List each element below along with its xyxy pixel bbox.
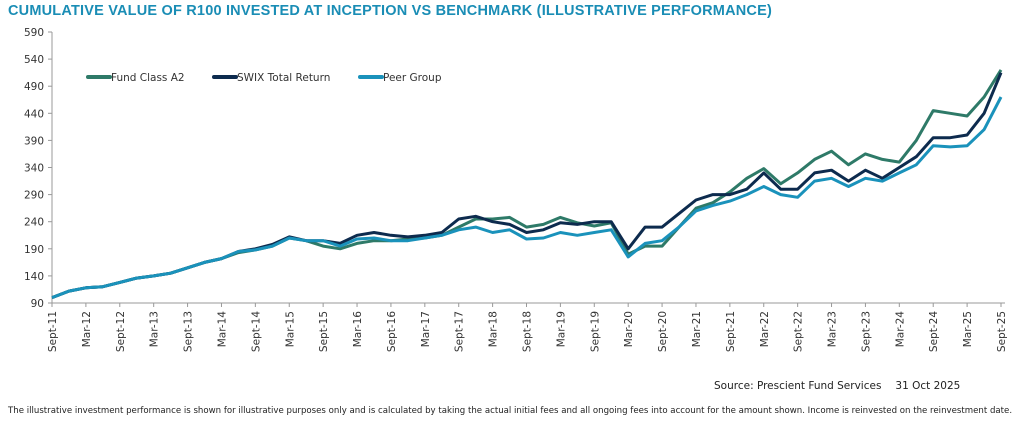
source-note: Source: Prescient Fund Services 31 Oct 20…	[714, 380, 960, 392]
x-tick-label: Mar-22	[759, 311, 771, 347]
x-tick-label: Sept-25	[996, 311, 1008, 352]
x-tick-label: Sept-13	[183, 311, 195, 352]
series-line-peer-group	[51, 96, 1003, 300]
x-tick-label: Mar-17	[420, 311, 432, 347]
x-tick-label: Mar-20	[623, 311, 635, 347]
y-tick-label: 490	[24, 81, 44, 93]
y-tick-label: 290	[24, 190, 44, 202]
x-tick-label: Mar-25	[962, 311, 974, 347]
legend-label: Fund Class A2	[111, 72, 185, 84]
y-tick-label: 540	[24, 54, 44, 66]
series-line-fund-class-a2	[51, 69, 1003, 300]
source-text: Source: Prescient Fund Services	[714, 380, 882, 392]
x-tick-label: Mar-23	[827, 311, 839, 347]
x-tick-label: Sept-17	[454, 311, 466, 352]
y-tick-label: 590	[24, 27, 44, 39]
x-tick-label: Mar-24	[894, 311, 906, 348]
legend-label: Peer Group	[383, 72, 442, 84]
y-tick-label: 340	[24, 163, 44, 175]
chart-title: CUMULATIVE VALUE OF R100 INVESTED AT INC…	[8, 3, 772, 19]
y-tick-label: 240	[24, 217, 44, 229]
x-tick-label: Mar-15	[284, 311, 296, 347]
x-tick-label: Sept-12	[115, 311, 127, 352]
x-tick-label: Sept-23	[860, 311, 872, 352]
series-line-swix-total-return	[51, 72, 1003, 300]
x-tick-label: Sept-14	[250, 311, 262, 352]
x-tick-label: Sept-16	[386, 311, 398, 352]
x-tick-label: Sept-19	[589, 311, 601, 352]
x-tick-label: Mar-13	[149, 311, 161, 347]
x-tick-label: Mar-12	[81, 311, 93, 347]
x-tick-label: Mar-18	[488, 311, 500, 347]
line-chart: 90 140 190 240 290 340 390 440 490 540 590 Sept-11 M…	[24, 27, 1008, 352]
x-tick-label: Sept-11	[47, 311, 59, 352]
y-tick-label: 90	[31, 298, 44, 310]
y-tick-label: 190	[24, 244, 44, 256]
disclaimer: The illustrative investment performance …	[8, 406, 1013, 416]
x-tick-label: Sept-21	[725, 311, 737, 352]
x-tick-label: Sept-24	[928, 311, 940, 352]
x-tick-label: Sept-22	[793, 311, 805, 352]
x-tick-label: Mar-16	[352, 311, 364, 348]
y-tick-label: 140	[24, 271, 44, 283]
y-tick-label: 390	[24, 135, 44, 147]
x-tick-label: Sept-15	[318, 311, 330, 352]
x-tick-label: Mar-14	[216, 311, 228, 348]
x-tick-label: Sept-18	[522, 311, 534, 352]
x-tick-label: Mar-21	[691, 311, 703, 347]
x-tick-label: Mar-19	[555, 311, 567, 347]
y-tick-label: 440	[24, 108, 44, 120]
as-of-date: 31 Oct 2025	[895, 380, 961, 392]
x-tick-label: Sept-20	[657, 311, 669, 352]
legend-label: SWIX Total Return	[237, 72, 330, 84]
